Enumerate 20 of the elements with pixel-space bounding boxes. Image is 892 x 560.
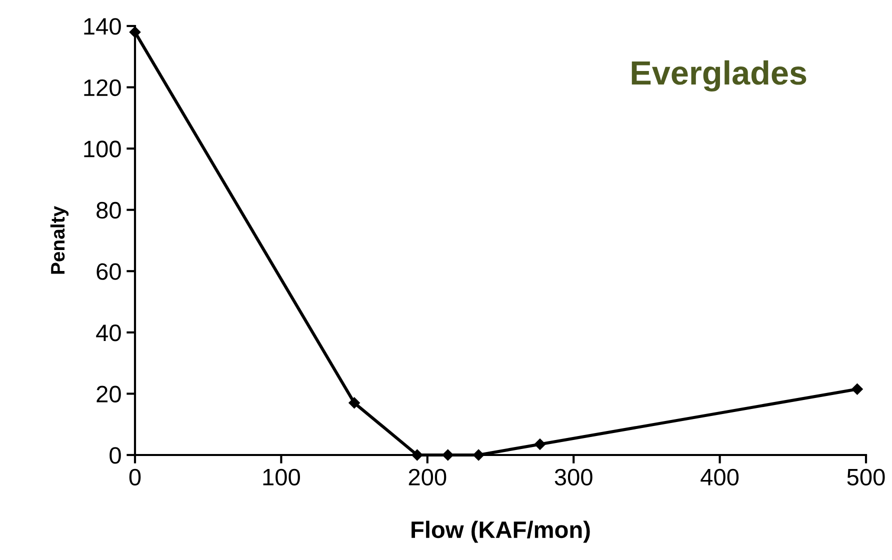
y-tick-label: 60 <box>96 263 121 280</box>
y-tick-label: 100 <box>84 140 121 158</box>
y-tick-label: 0 <box>110 447 121 464</box>
y-tick-label: 40 <box>96 324 121 342</box>
x-axis-title: Flow (KAF/mon) <box>412 520 590 543</box>
y-tick-label: 140 <box>84 18 121 35</box>
text: Everglades <box>632 60 806 92</box>
x-tick-label: 100 <box>263 468 300 486</box>
x-tick-label: 200 <box>408 468 446 486</box>
x-tick-label: 300 <box>554 468 592 486</box>
y-tick-label: 20 <box>96 386 121 402</box>
point <box>534 438 546 450</box>
y-tick-label: 80 <box>96 202 121 219</box>
y-axis-title: Penalty <box>50 206 69 274</box>
x-tick-label: 400 <box>700 468 739 486</box>
x-tick-label: 500 <box>847 468 885 486</box>
point <box>852 384 863 395</box>
y-tick-label: 120 <box>84 79 121 96</box>
point <box>348 397 360 409</box>
x-tick-label: 0 <box>129 468 141 486</box>
